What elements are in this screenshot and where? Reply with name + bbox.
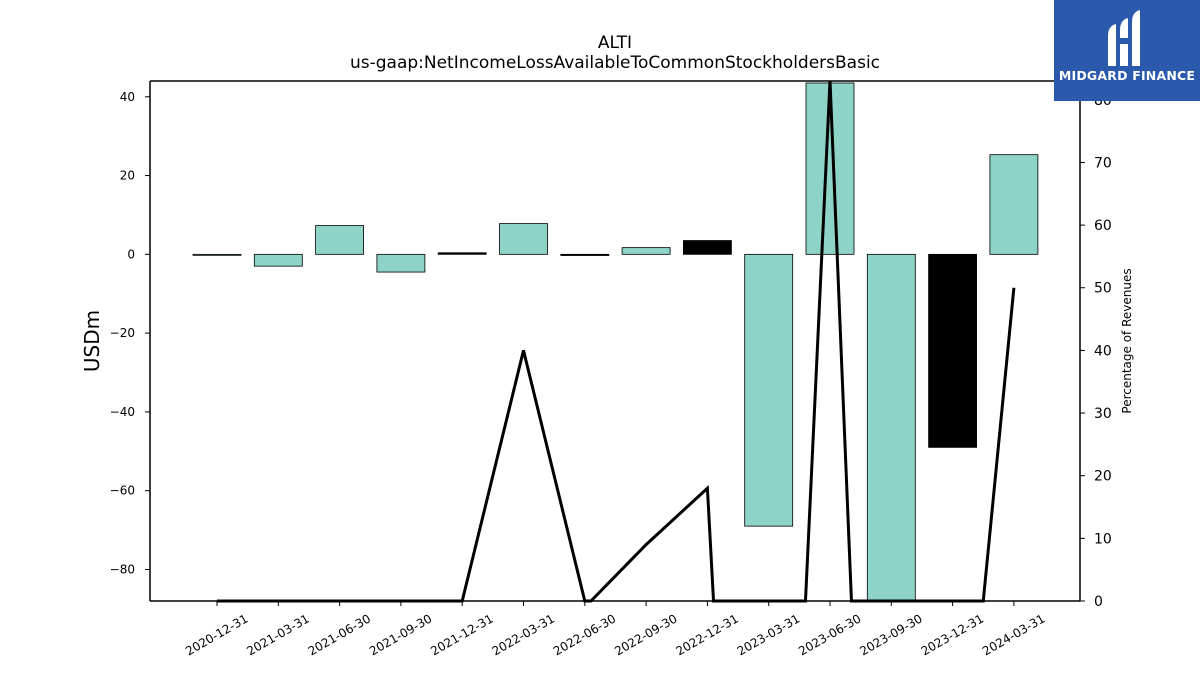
bar-2023-09-30 [866,253,916,602]
x-tick-label: 2022-12-31 [673,611,740,658]
y-tick-label: −40 [110,405,135,419]
bar-2022-03-31 [499,223,548,255]
bar-2021-09-30 [376,253,426,273]
bars-group [192,82,1039,602]
chart-subtitle: us-gaap:NetIncomeLossAvailableToCommonSt… [350,53,880,73]
chart-title: ALTI [598,33,632,53]
y2-tick-label: 60 [1094,218,1112,234]
x-tick-label: 2023-06-30 [796,611,863,658]
y2-tick-label: 30 [1094,406,1112,422]
y2-tick-label: 0 [1094,594,1103,610]
y2-tick-label: 40 [1094,343,1112,359]
x-tick-label: 2021-12-31 [428,611,495,658]
y-tick-label: 40 [120,90,135,104]
bar-2021-06-30 [315,225,365,255]
bar-2024-03-31 [989,154,1039,255]
y-axis-label: USDm [80,310,104,372]
x-tick-label: 2022-06-30 [551,611,618,658]
y-tick-label: 0 [127,247,135,261]
bar-2022-12-31 [683,240,732,255]
y2-tick-label: 70 [1094,155,1112,171]
x-tick-label: 2023-09-30 [857,611,924,658]
logo-text: MIDGARD FINANCE [1058,68,1196,83]
logo-mark-icon [1108,10,1140,66]
y2-tick-label: 20 [1094,469,1112,485]
bar-2023-03-31 [744,253,794,527]
x-tick-label: 2023-12-31 [919,611,986,658]
x-tick-label: 2021-03-31 [244,611,311,658]
bar-2023-12-31 [928,253,977,448]
y-tick-label: −60 [110,484,135,498]
y2-axis-label: Percentage of Revenues [1120,268,1134,413]
x-tick-label: 2023-03-31 [735,611,802,658]
x-tick-label: 2020-12-31 [183,611,250,658]
bar-2021-03-31 [253,253,303,267]
x-tick-label: 2022-03-31 [490,611,557,658]
x-tick-label: 2022-09-30 [612,611,679,658]
x-tick-label: 2021-06-30 [306,611,373,658]
bar-2021-12-31 [437,252,487,255]
y-tick-label: 20 [120,169,135,183]
bar-2022-09-30 [621,247,671,255]
y-tick-label: −20 [110,326,135,340]
bar-2020-12-31 [192,253,242,256]
y2-tick-label: 50 [1094,281,1112,297]
bar-2022-06-30 [560,253,610,256]
y2-tick-label: 10 [1094,531,1112,547]
x-tick-label: 2024-03-31 [980,611,1047,658]
brand-logo: MIDGARD FINANCE [1054,0,1200,101]
x-tick-label: 2021-09-30 [367,611,434,658]
y-tick-label: −80 [110,562,135,576]
